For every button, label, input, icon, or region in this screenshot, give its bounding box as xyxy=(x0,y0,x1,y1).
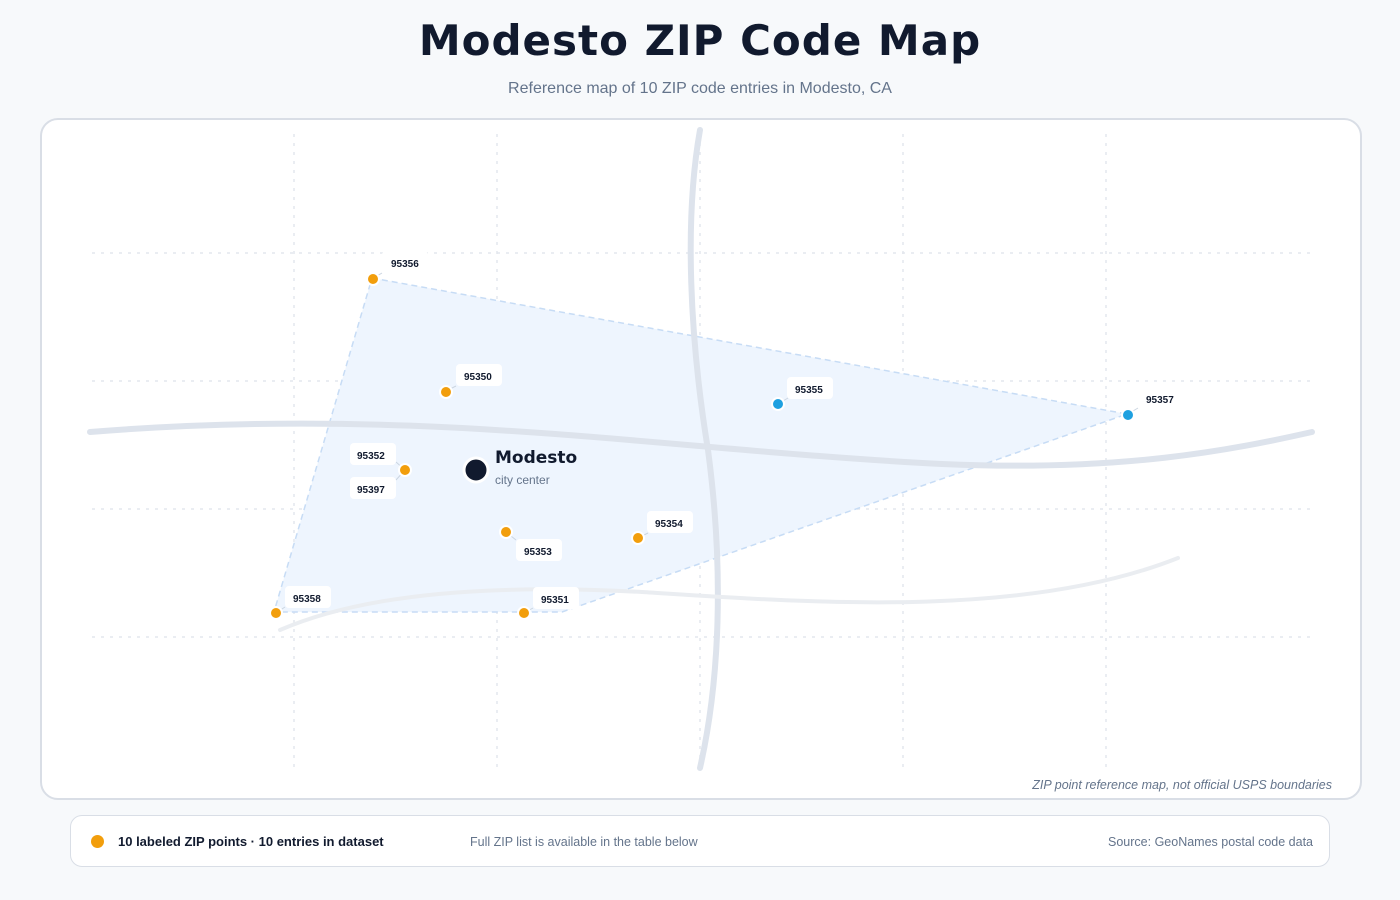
zip-marker xyxy=(269,606,283,620)
zip-point-95351[interactable]: 95351 xyxy=(517,587,579,620)
zip-point-95355[interactable]: 95355 xyxy=(771,377,833,411)
road-east-west xyxy=(87,420,1315,469)
zip-point-95397[interactable]: 95397 xyxy=(350,463,412,499)
zip-label: 95350 xyxy=(464,372,492,383)
zip-marker xyxy=(439,385,453,399)
zip-label: 95357 xyxy=(1146,395,1174,406)
map-canvas[interactable]: Modesto city center 95356 95350 95355 xyxy=(42,120,1360,798)
legend-source: Source: GeoNames postal code data xyxy=(1108,835,1313,849)
zip-marker xyxy=(631,531,645,545)
legend-point-icon xyxy=(91,835,104,848)
legend-bar: 10 labeled ZIP points · 10 entries in da… xyxy=(70,815,1330,867)
zip-point-95354[interactable]: 95354 xyxy=(631,511,693,545)
zip-marker xyxy=(1121,408,1135,422)
zip-point-95353[interactable]: 95353 xyxy=(499,525,562,561)
zip-label: 95354 xyxy=(655,519,683,530)
zip-marker xyxy=(398,463,412,477)
legend-note: Full ZIP list is available in the table … xyxy=(470,835,698,849)
city-sublabel: city center xyxy=(495,473,550,487)
map-panel[interactable]: Modesto city center 95356 95350 95355 xyxy=(40,118,1362,800)
map-disclaimer: ZIP point reference map, not official US… xyxy=(1032,778,1332,792)
city-center-marker[interactable]: Modesto city center xyxy=(462,448,577,487)
city-name: Modesto xyxy=(495,448,577,468)
zip-point-95350[interactable]: 95350 xyxy=(439,364,502,399)
zip-label: 95356 xyxy=(391,259,419,270)
zip-label: 95358 xyxy=(293,594,321,605)
legend-label: 10 labeled ZIP points · 10 entries in da… xyxy=(118,834,384,849)
zip-label: 95352 xyxy=(357,451,385,462)
page-subtitle: Reference map of 10 ZIP code entries in … xyxy=(508,80,892,97)
zip-marker xyxy=(517,606,531,620)
zip-label: 95355 xyxy=(795,385,823,396)
road-north-south xyxy=(687,127,721,771)
zip-point-95357[interactable]: 95357 xyxy=(1121,387,1184,422)
road-south xyxy=(278,556,1180,632)
zip-marker xyxy=(499,525,513,539)
zip-label: 95353 xyxy=(524,547,552,558)
zip-point-95356[interactable]: 95356 xyxy=(366,251,428,286)
zip-label: 95397 xyxy=(357,485,385,496)
page-title: Modesto ZIP Code Map xyxy=(418,16,982,65)
zip-marker xyxy=(771,397,785,411)
zip-marker xyxy=(366,272,380,286)
zip-label: 95351 xyxy=(541,595,569,606)
zip-point-95358[interactable]: 95358 xyxy=(269,586,331,620)
